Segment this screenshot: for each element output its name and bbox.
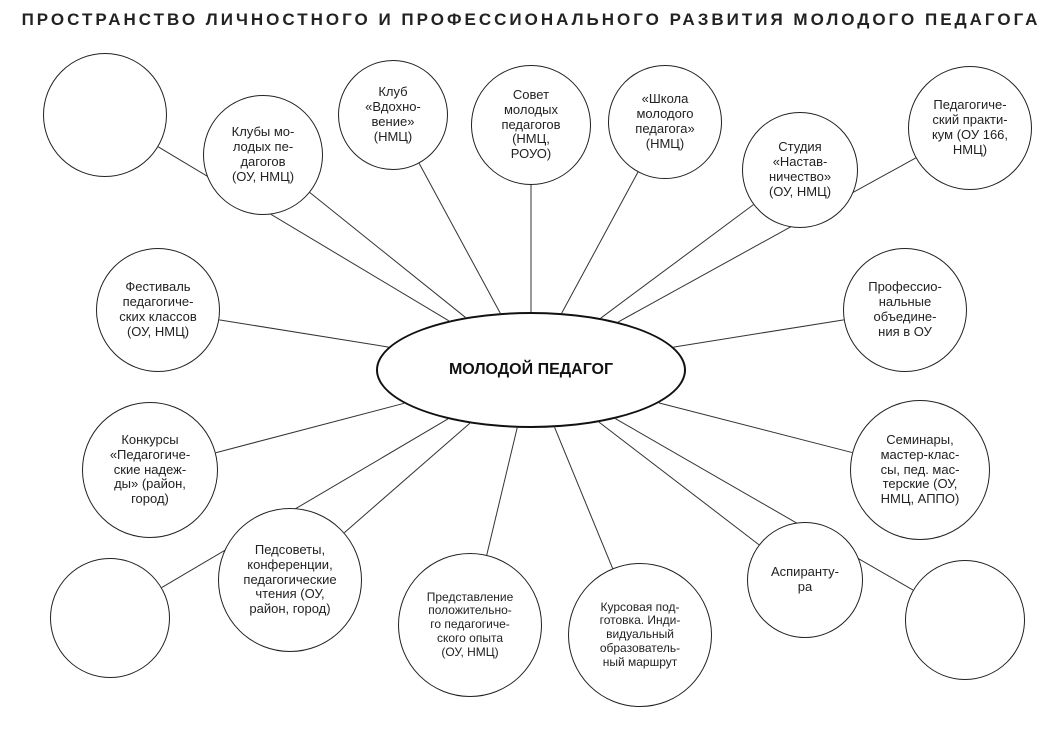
node-aspirantura: Аспиранту- ра [747, 522, 863, 638]
node-sovet-molodyh: Совет молодых педагогов (НМЦ, РОУО) [471, 65, 591, 185]
diagram-stage: ПРОСТРАНСТВО ЛИЧНОСТНОГО И ПРОФЕССИОНАЛЬ… [0, 0, 1062, 729]
node-label: Студия «Настав- ничество» (ОУ, НМЦ) [769, 140, 831, 200]
node-blank-top-left [43, 53, 167, 177]
node-label: Семинары, мастер-клас- сы, пед. мас- тер… [881, 433, 960, 508]
node-klub-vdohnovenie: Клуб «Вдохно- вение» (НМЦ) [338, 60, 448, 170]
center-node-label: МОЛОДОЙ ПЕДАГОГ [449, 361, 613, 379]
node-predstavlenie: Представление положительно- го педагогич… [398, 553, 542, 697]
page-title: ПРОСТРАНСТВО ЛИЧНОСТНОГО И ПРОФЕССИОНАЛЬ… [0, 10, 1062, 30]
node-pedsovety: Педсоветы, конференции, педагогические ч… [218, 508, 362, 652]
node-ped-praktikum: Педагогиче- ский практи- кум (ОУ 166, НМ… [908, 66, 1032, 190]
node-label: Фестиваль педагогиче- ских классов (ОУ, … [119, 280, 197, 340]
node-label: «Школа молодого педагога» (НМЦ) [635, 92, 694, 152]
center-node: МОЛОДОЙ ПЕДАГОГ [376, 312, 686, 428]
node-label: Клубы мо- лодых пе- дагогов (ОУ, НМЦ) [232, 125, 295, 185]
node-label: Курсовая под- готовка. Инди- видуальный … [600, 601, 681, 670]
node-label: Конкурсы «Педагогиче- ские надеж- ды» (р… [110, 433, 190, 508]
node-blank-bottom-left [50, 558, 170, 678]
node-label: Аспиранту- ра [771, 565, 839, 595]
node-seminary: Семинары, мастер-клас- сы, пед. мас- тер… [850, 400, 990, 540]
node-kursovaya: Курсовая под- готовка. Инди- видуальный … [568, 563, 712, 707]
node-konkursy: Конкурсы «Педагогиче- ские надеж- ды» (р… [82, 402, 218, 538]
node-label: Клуб «Вдохно- вение» (НМЦ) [365, 85, 421, 145]
node-label: Профессио- нальные объедине- ния в ОУ [868, 280, 942, 340]
node-studiya-nastav: Студия «Настав- ничество» (ОУ, НМЦ) [742, 112, 858, 228]
node-label: Педсоветы, конференции, педагогические ч… [243, 543, 336, 618]
node-label: Педагогиче- ский практи- кум (ОУ 166, НМ… [932, 98, 1008, 158]
node-kluby-molodyh: Клубы мо- лодых пе- дагогов (ОУ, НМЦ) [203, 95, 323, 215]
node-prof-obed: Профессио- нальные объедине- ния в ОУ [843, 248, 967, 372]
node-label: Представление положительно- го педагогич… [427, 591, 514, 660]
node-label: Совет молодых педагогов (НМЦ, РОУО) [501, 88, 560, 163]
node-blank-bottom-right [905, 560, 1025, 680]
node-shkola-molodogo: «Школа молодого педагога» (НМЦ) [608, 65, 722, 179]
node-festival: Фестиваль педагогиче- ских классов (ОУ, … [96, 248, 220, 372]
